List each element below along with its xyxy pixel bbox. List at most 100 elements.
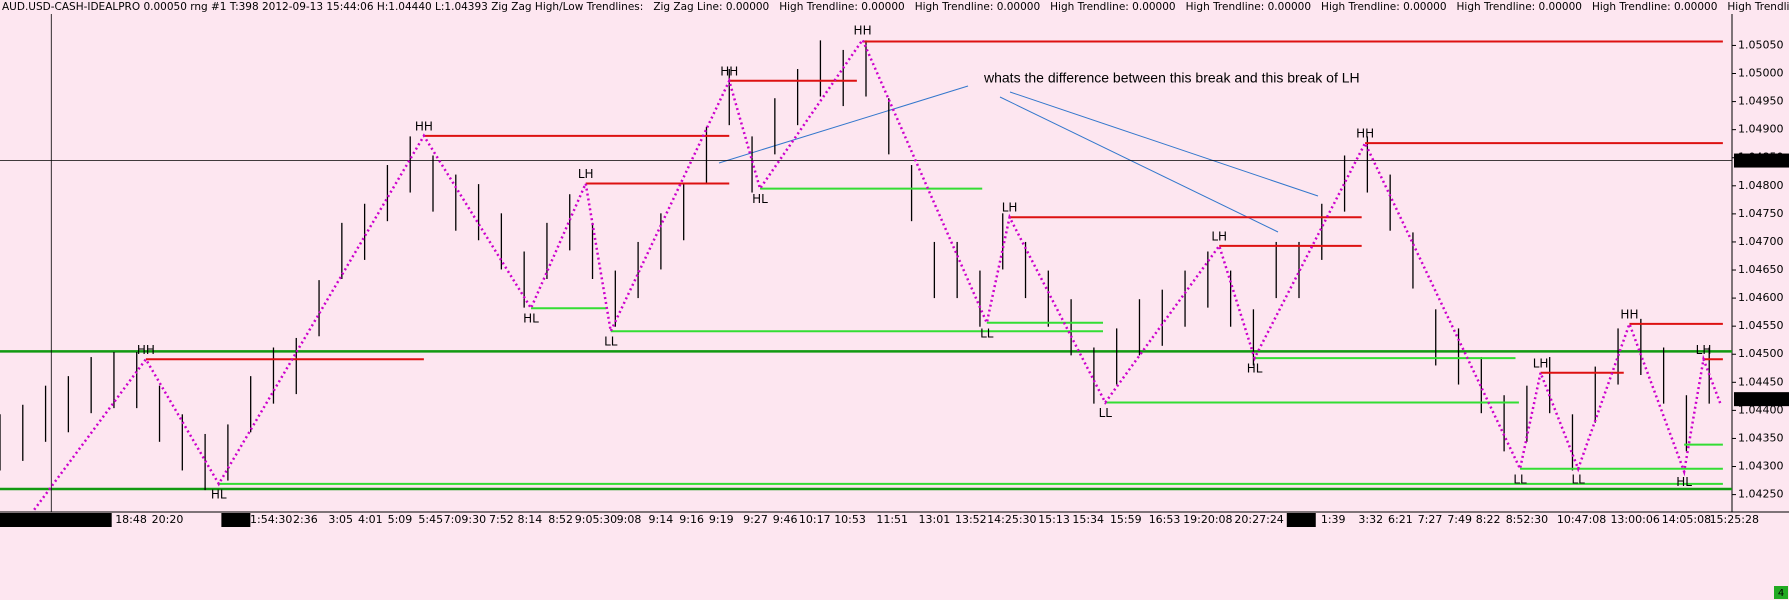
time-label: 13:01	[919, 513, 951, 526]
header-text: Zig Zag Line: 0.00000	[653, 1, 769, 13]
y-tick-label: 1.04550	[1738, 319, 1784, 332]
time-label: 9:05:30	[575, 513, 617, 526]
annotation-arrow	[999, 96, 1279, 233]
header-text: High Trendline: 0.00000	[1592, 1, 1717, 13]
header-text: High Trendline: 0.00000	[1186, 1, 1311, 13]
pivot-label: LL	[1513, 472, 1527, 486]
time-label: 1:54:30	[250, 513, 292, 526]
time-label: 15:34	[1072, 513, 1104, 526]
pivot-label: HH	[1356, 127, 1374, 141]
time-label: 9:14	[649, 513, 674, 526]
time-label: 15:59	[1110, 513, 1142, 526]
time-label: 8:22	[1476, 513, 1501, 526]
time-label: 13:00:06	[1610, 513, 1659, 526]
pivot-label: HL	[1676, 475, 1692, 489]
time-label: 9:19	[709, 513, 734, 526]
y-tick-label: 1.04300	[1738, 460, 1784, 473]
time-label: 8:14	[518, 513, 543, 526]
crosshair-label-box	[1734, 153, 1789, 168]
header-text: High Trendline: 0.00000	[1457, 1, 1582, 13]
time-label: 7:09:30	[444, 513, 486, 526]
header-text: High Trendline: 0.00000	[1321, 1, 1446, 13]
annotation-arrow	[1009, 91, 1319, 197]
time-label: 18:48	[115, 513, 147, 526]
time-label: 8:52:30	[1506, 513, 1548, 526]
time-label: 7:49	[1447, 513, 1472, 526]
pivot-label: HL	[523, 312, 539, 326]
time-label: 9:16	[679, 513, 704, 526]
header-text: High Trendline: 0.00000	[915, 1, 1040, 13]
pivot-label: HL	[752, 192, 768, 206]
pivot-label: HL	[211, 487, 227, 501]
pivot-label: LH	[1696, 343, 1712, 357]
time-label: 6:21	[1388, 513, 1413, 526]
time-label: 14:05:08	[1662, 513, 1711, 526]
time-label: 19:20:08	[1183, 513, 1232, 526]
time-label: 16:53	[1149, 513, 1181, 526]
time-label: 7:27	[1418, 513, 1443, 526]
y-tick-label: 1.04950	[1738, 95, 1784, 108]
y-tick-label: 1.04500	[1738, 347, 1784, 360]
pivot-label: HH	[137, 343, 155, 357]
y-tick-label: 1.04400	[1738, 403, 1784, 416]
pivot-label: LH	[1211, 229, 1227, 243]
time-label: 3:05	[328, 513, 353, 526]
time-label: 7:52	[489, 513, 514, 526]
y-tick-label: 1.04700	[1738, 235, 1784, 248]
y-tick-label: 1.05050	[1738, 38, 1784, 51]
time-label-box	[221, 513, 251, 527]
pivot-label: LL	[1099, 406, 1113, 420]
time-label: 4:01	[358, 513, 383, 526]
time-label: 9:27	[743, 513, 768, 526]
annotation-arrow	[718, 85, 969, 164]
last-price-box	[1734, 392, 1789, 407]
time-label: 14:25:30	[987, 513, 1036, 526]
time-label: 10:47:08	[1557, 513, 1606, 526]
y-tick-label: 1.04900	[1738, 123, 1784, 136]
pivot-label: LL	[604, 335, 618, 349]
last-price-label: 1.04420	[1738, 392, 1784, 405]
pivot-label: HH	[415, 119, 433, 133]
header-text: High Trendline: 0.00000	[1727, 1, 1789, 13]
header-text: AUD.USD-CASH-IDEALPRO 0.00050 rng #1 T:3…	[2, 1, 643, 13]
time-label: 20:20	[152, 513, 184, 526]
crosshair-label: 1.04845	[1738, 154, 1784, 167]
time-label-box	[0, 513, 112, 527]
pivot-label: HH	[720, 64, 738, 78]
y-tick-label: 1.04650	[1738, 263, 1784, 276]
time-label: 3:32	[1358, 513, 1383, 526]
y-tick-label: 1.05000	[1738, 67, 1784, 80]
y-tick-label: 1.04350	[1738, 431, 1784, 444]
header-text: High Trendline: 0.00000	[1050, 1, 1175, 13]
y-tick-label: 1.04450	[1738, 375, 1784, 388]
time-label: 10:53	[834, 513, 866, 526]
pivot-label: LH	[1002, 201, 1018, 215]
time-label: 5:45	[418, 513, 443, 526]
y-tick-label: 1.04250	[1738, 488, 1784, 501]
pivot-label: LL	[1571, 472, 1585, 486]
y-tick-label: 1.04800	[1738, 179, 1784, 192]
time-label: 11:51	[876, 513, 908, 526]
time-label: 2012-09-11 15:57:00	[0, 513, 110, 526]
pivot-label: HH	[1620, 307, 1638, 321]
pivot-label: HL	[1247, 362, 1263, 376]
zigzag-line	[33, 37, 1722, 511]
time-label: 20:27:24	[1234, 513, 1283, 526]
time-label: 2:36	[293, 513, 318, 526]
header-text: High Trendline: 0.00000	[779, 1, 904, 13]
time-label: 5:09	[388, 513, 413, 526]
time-label: 15:13	[1038, 513, 1070, 526]
time-label: 9-13	[1289, 513, 1314, 526]
time-label: 9:08	[617, 513, 642, 526]
time-label: 15:25:28	[1710, 513, 1759, 526]
y-tick-label: 1.04750	[1738, 207, 1784, 220]
pivot-label: LL	[980, 326, 994, 340]
time-label: 1:39	[1321, 513, 1346, 526]
corner-label: 4	[1778, 588, 1784, 599]
annotation: whats the difference between this break …	[983, 70, 1360, 86]
time-label: 10:17	[799, 513, 831, 526]
y-tick-label: 1.04600	[1738, 291, 1784, 304]
pivot-label: LH	[1533, 356, 1549, 370]
